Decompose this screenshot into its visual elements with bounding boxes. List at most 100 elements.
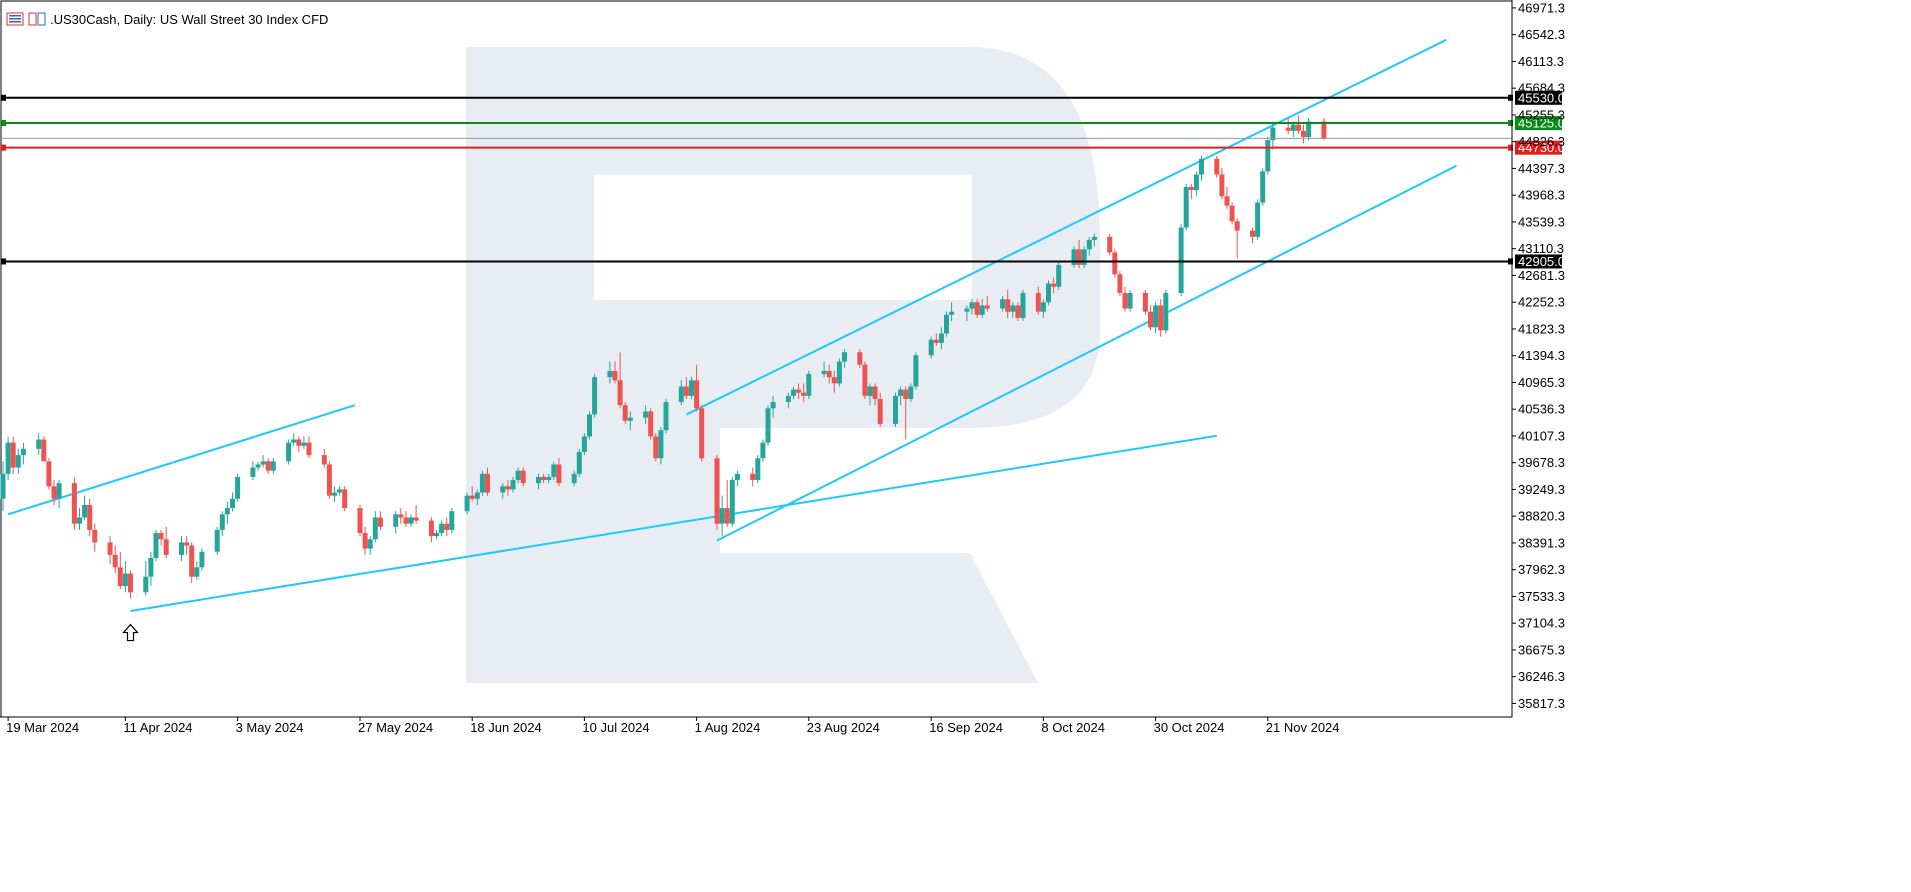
horizontal-levels: 45530.0 45125.0 44730.0 42905.0 <box>1 90 1565 269</box>
candle-body <box>71 483 77 524</box>
candle-body <box>449 511 455 530</box>
candle-body <box>413 517 419 521</box>
price-tick-label: 42252.3 <box>1518 295 1565 310</box>
candle-body <box>500 486 506 493</box>
price-tick-label: 40107.3 <box>1518 428 1565 443</box>
time-tick-label: 19 Mar 2024 <box>6 720 79 735</box>
level-price-tag-resistance <box>1515 90 1562 105</box>
bar-chart-toggle-icon[interactable] <box>6 12 24 26</box>
candle-body <box>653 436 659 459</box>
price-tick-label: 43110.3 <box>1518 241 1564 256</box>
candle-body <box>179 542 184 555</box>
time-tick-label: 23 Aug 2024 <box>807 720 880 735</box>
price-tick-label: 39678.3 <box>1518 455 1565 470</box>
candle-body <box>785 395 791 403</box>
time-tick-label: 11 Apr 2024 <box>123 720 192 735</box>
candle-body <box>801 392 807 396</box>
watermark-r-shape <box>466 47 1100 683</box>
price-tick-label: 40965.3 <box>1518 375 1565 390</box>
candle-body <box>571 473 577 484</box>
price-tick-label: 39249.3 <box>1518 482 1565 497</box>
candlesticks <box>0 115 1327 599</box>
trendline-channel-lower <box>716 164 1457 542</box>
candle-body <box>337 489 343 493</box>
candle-body <box>474 492 480 499</box>
candle-body <box>683 386 689 396</box>
time-tick-label: 8 Oct 2024 <box>1041 720 1105 735</box>
candle-body <box>515 470 521 481</box>
candle-body <box>908 386 914 399</box>
candle-body <box>77 517 82 524</box>
candle-body <box>255 464 261 468</box>
price-tick-label: 45255.3 <box>1518 107 1565 122</box>
candle-body <box>1321 121 1327 139</box>
candle-body <box>403 517 409 524</box>
candle-body <box>1214 158 1220 175</box>
candle-body <box>556 464 562 484</box>
time-tick-label: 30 Oct 2024 <box>1154 720 1225 735</box>
candle-body <box>224 508 230 515</box>
candle-body <box>301 442 307 446</box>
chart-window-icon[interactable] <box>28 12 46 26</box>
candle-body <box>678 386 684 403</box>
price-tick-label: 37962.3 <box>1518 562 1565 577</box>
candle-body <box>546 476 552 481</box>
candle-body <box>510 480 516 490</box>
candle-body <box>694 380 700 409</box>
candle-body <box>464 495 470 512</box>
candle-body <box>663 402 669 431</box>
candle-body <box>199 551 205 568</box>
candle-body <box>377 517 383 527</box>
candle-body <box>15 455 21 468</box>
candle-body <box>1000 299 1006 309</box>
candle-body <box>87 504 93 530</box>
candle-body <box>260 461 266 465</box>
candle-body <box>1020 292 1026 318</box>
candle-body <box>1148 311 1153 328</box>
price-tick-label: 46542.3 <box>1518 27 1565 42</box>
price-tick-label: 38820.3 <box>1518 509 1565 524</box>
candle-body <box>1234 221 1240 231</box>
candle-body <box>984 305 990 309</box>
candle-body <box>719 508 725 524</box>
price-tick-label: 36675.3 <box>1518 642 1565 657</box>
candle-body <box>1250 230 1255 237</box>
candle-body <box>1178 227 1184 293</box>
candle-body <box>806 374 812 396</box>
candle-body <box>291 439 297 443</box>
candle-body <box>286 442 292 462</box>
candle-body <box>1285 127 1291 131</box>
candle-body <box>541 476 547 481</box>
candle-body <box>724 508 730 524</box>
chart-header: .US30Cash, Daily: US Wall Street 30 Inde… <box>6 8 328 30</box>
candle-body <box>1265 140 1271 172</box>
time-axis: 19 Mar 2024 11 Apr 2024 3 May 2024 27 May 2… <box>0 716 1512 735</box>
candle-body <box>576 451 582 474</box>
candle-body <box>1158 305 1164 331</box>
candle-body <box>92 529 98 543</box>
candle-body <box>592 377 598 415</box>
candle-body <box>5 442 11 474</box>
candle-body <box>10 442 16 468</box>
candle-body <box>1260 171 1266 203</box>
candle-body <box>1255 202 1261 237</box>
candle-body <box>398 514 404 518</box>
candle-body <box>428 520 434 537</box>
candle-body <box>1229 205 1235 222</box>
candle-body <box>0 473 6 499</box>
candle-body <box>551 464 557 477</box>
level-handle-left <box>1 120 6 127</box>
symbol-title: .US30Cash, Daily: US Wall Street 30 Inde… <box>50 11 329 27</box>
price-tick-label: 35817.3 <box>1518 696 1565 711</box>
level-handle-right <box>1508 94 1513 101</box>
candle-body <box>1117 274 1123 293</box>
candle-body <box>444 523 450 530</box>
candle-body <box>964 308 970 312</box>
candle-body <box>1219 174 1225 197</box>
candle-body <box>913 355 919 387</box>
candle-body <box>1056 264 1062 287</box>
candle-body <box>250 467 256 477</box>
candle-body <box>1081 249 1087 265</box>
arrow-up-icon <box>122 623 139 642</box>
